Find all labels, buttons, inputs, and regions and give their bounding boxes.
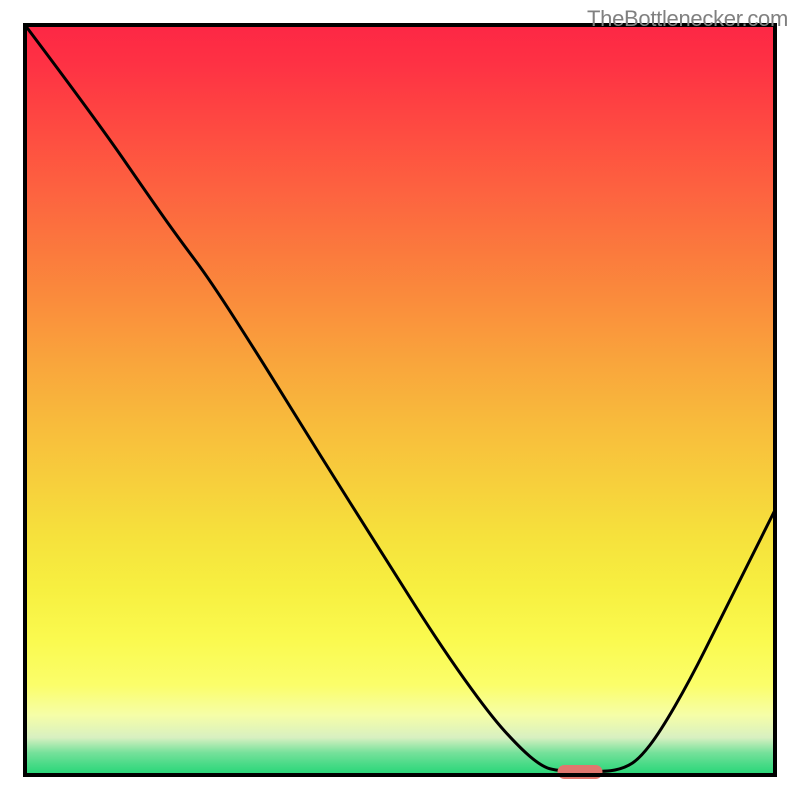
watermark-text: TheBottlenecker.com xyxy=(587,6,788,32)
plot-background xyxy=(25,25,775,775)
bottleneck-chart xyxy=(0,0,800,800)
chart-container: TheBottlenecker.com xyxy=(0,0,800,800)
